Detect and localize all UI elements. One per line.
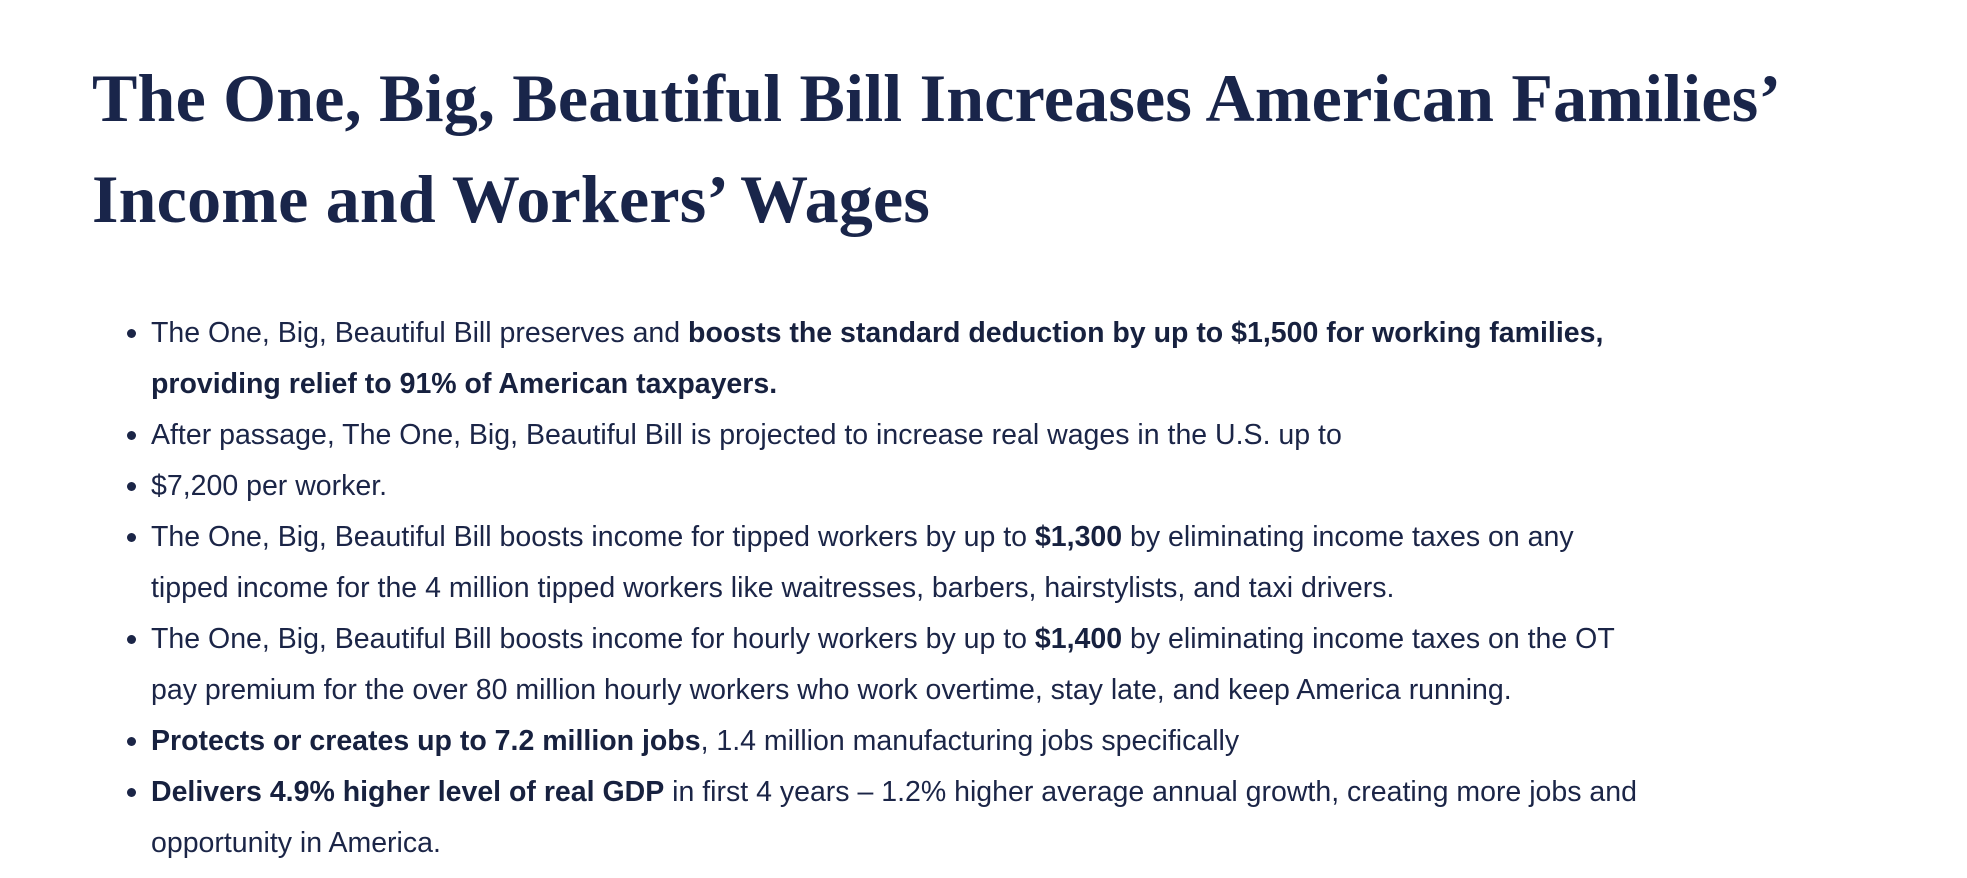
- item-text: The One, Big, Beautiful Bill boosts inco…: [151, 521, 1035, 553]
- item-text: The One, Big, Beautiful Bill preserves a…: [151, 317, 689, 349]
- list-item: Delivers 4.9% higher level of real GDP i…: [127, 767, 1637, 869]
- item-text: pay premium for the over 80 million hour…: [151, 674, 1512, 706]
- bullet-icon: [127, 533, 136, 542]
- item-text: in first 4 years – 1.2% higher average a…: [664, 776, 1637, 808]
- page-title: The One, Big, Beautiful Bill Increases A…: [92, 48, 1781, 250]
- list-item: After passage, The One, Big, Beautiful B…: [127, 410, 1637, 461]
- bullet-icon: [127, 737, 136, 746]
- item-bold-text: $1,400: [1034, 623, 1123, 655]
- list-item: $7,200 per worker.: [127, 461, 1637, 512]
- bullet-list: The One, Big, Beautiful Bill preserves a…: [127, 308, 1637, 869]
- bullet-icon: [127, 788, 136, 797]
- item-text: tipped income for the 4 million tipped w…: [151, 572, 1395, 604]
- item-text: After passage, The One, Big, Beautiful B…: [151, 419, 1342, 451]
- bullet-icon: [127, 329, 136, 338]
- item-text: The One, Big, Beautiful Bill boosts inco…: [151, 623, 1035, 655]
- item-text: by eliminating income taxes on any: [1122, 521, 1574, 553]
- bullet-icon: [127, 431, 136, 440]
- list-item: The One, Big, Beautiful Bill preserves a…: [127, 308, 1637, 410]
- title-line-1: The One, Big, Beautiful Bill Increases A…: [92, 60, 1782, 136]
- item-bold-text: providing relief to 91% of American taxp…: [151, 368, 778, 400]
- list-item: The One, Big, Beautiful Bill boosts inco…: [127, 614, 1637, 716]
- bullet-icon: [127, 482, 136, 491]
- bullet-icon: [127, 635, 136, 644]
- title-line-2: Income and Workers’ Wages: [92, 161, 931, 237]
- item-text: opportunity in America.: [151, 827, 441, 859]
- item-bold-text: Protects or creates up to 7.2 million jo…: [151, 725, 701, 757]
- list-item: Protects or creates up to 7.2 million jo…: [127, 716, 1637, 767]
- item-text: , 1.4 million manufacturing jobs specifi…: [700, 725, 1240, 757]
- item-bold-text: $1,300: [1034, 521, 1123, 553]
- item-text: by eliminating income taxes on the OT: [1122, 623, 1615, 655]
- list-item: The One, Big, Beautiful Bill boosts inco…: [127, 512, 1637, 614]
- item-bold-text: Delivers 4.9% higher level of real GDP: [151, 776, 665, 808]
- item-text: $7,200 per worker.: [151, 470, 388, 502]
- item-bold-text: boosts the standard deduction by up to $…: [688, 317, 1604, 349]
